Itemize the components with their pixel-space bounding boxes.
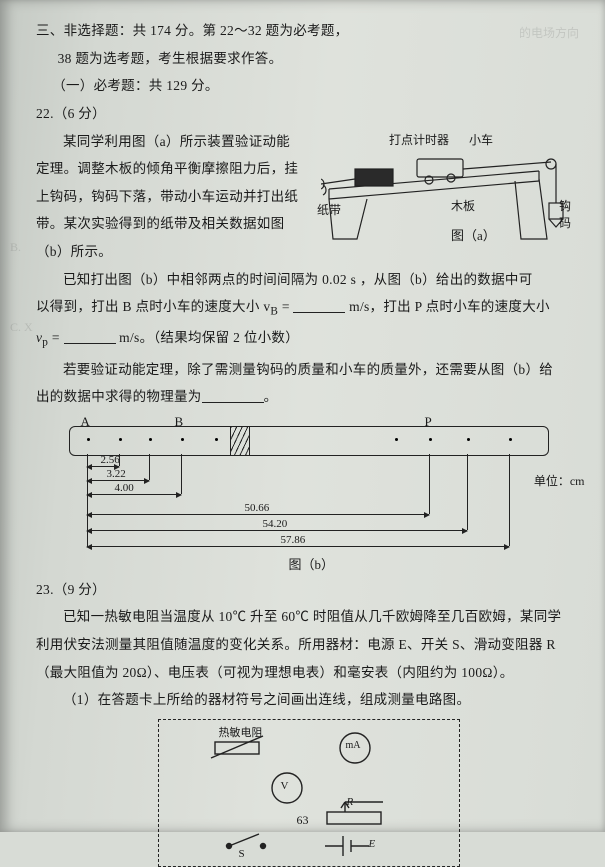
label-P: P (425, 414, 432, 430)
S-label: S (239, 848, 245, 860)
tick (87, 454, 88, 546)
circuit-svg (159, 720, 459, 866)
ghost-text: B. (10, 240, 21, 255)
label-tape: 纸带 (317, 201, 341, 218)
page-number: 63 (297, 813, 309, 828)
t: m/s，打出 P 点时小车的速度大小 (345, 299, 549, 314)
label-B: B (175, 414, 184, 430)
blank-vB (293, 299, 345, 314)
ghost-text: C. X (10, 320, 33, 335)
dimension-value: 57.86 (281, 534, 306, 546)
t: m/s。（结果均保留 2 位小数） (116, 330, 300, 345)
label-cart: 小车 (469, 131, 493, 148)
tick (181, 454, 182, 494)
q23-number: 23.（9 分） (36, 577, 581, 603)
ghost-text: 的电场方向 (519, 24, 579, 41)
V-label: V (281, 780, 289, 792)
dimension-line (87, 546, 509, 547)
t: = (278, 299, 293, 314)
figure-b-cap: 图（b） (289, 554, 335, 573)
E-label: E (369, 838, 376, 850)
t: = (48, 330, 63, 345)
q23-p1: 已知一热敏电阻当温度从 10℃ 升至 60℃ 时阻值从几千欧姆降至几百欧姆，某同… (36, 604, 581, 630)
dimension-value: 50.66 (245, 502, 270, 514)
exam-page: 的电场方向 B. C. X 三、非选择题：共 174 分。第 22～32 题为必… (0, 0, 605, 832)
figure-b: A B P 单位：cm 图（b） 2.563.224.0050.6654.205… (69, 416, 549, 571)
tape-track (69, 426, 549, 456)
R-label: R (347, 796, 354, 808)
dimension-value: 54.20 (263, 518, 288, 530)
blank-quantity (202, 389, 264, 404)
section-header-2: 38 题为选考题，考生根据要求作答。 (36, 46, 581, 72)
q22-p7-line: vp = m/s。（结果均保留 2 位小数） (36, 325, 581, 354)
tick (509, 454, 510, 546)
figure-a-cap: 图（a） (451, 225, 496, 244)
label-A: A (81, 414, 90, 430)
q23-p4: （1）在答题卡上所给的器材符号之间画出连线，组成测量电路图。 (36, 687, 581, 713)
tick (119, 454, 120, 466)
unit-label: 单位：cm (534, 472, 585, 489)
q22-p8a: 若要验证动能定理，除了需测量钩码的质量和小车的质量外，还需要从图（b）给 (36, 357, 581, 383)
dimension-value: 4.00 (115, 482, 134, 494)
t: 出的数据中求得的物理量为 (36, 389, 202, 404)
dimension-line (87, 466, 119, 467)
section-header-1: 三、非选择题：共 174 分。第 22～32 题为必考题， (36, 18, 581, 44)
label-board: 木板 (451, 197, 475, 214)
dimension-value: 2.56 (101, 454, 120, 466)
q23-p2: 利用伏安法测量其阻值随温度的变化关系。所用器材：电源 E、开关 S、滑动变阻器 … (36, 632, 581, 658)
mA-label: mA (346, 740, 361, 751)
dimension-value: 3.22 (107, 468, 126, 480)
q22-p6a: 已知打出图（b）中相邻两点的时间间隔为 0.02 s ，从图（b）给出的数据中可 (36, 267, 581, 293)
q22-number: 22.（6 分） (36, 101, 581, 127)
t: 。 (264, 389, 278, 404)
label-hook: 钩码 (559, 197, 581, 231)
figure-a: 打点计时器 小车 纸带 木板 钩码 图（a） (321, 129, 581, 249)
dimension-line (87, 480, 149, 481)
t: 以得到，打出 B 点时小车的速度大小 v (36, 299, 270, 314)
q22-p6-line: 以得到，打出 B 点时小车的速度大小 vB = m/s，打出 P 点时小车的速度… (36, 294, 581, 323)
label-timer: 打点计时器 (389, 131, 449, 148)
dimension-line (87, 530, 467, 531)
dimension-line (87, 494, 181, 495)
q22-p8-line: 出的数据中求得的物理量为 。 (36, 384, 581, 410)
dimension-line (87, 514, 429, 515)
tick (149, 454, 150, 480)
tick (467, 454, 468, 530)
blank-vP (64, 330, 116, 345)
circuit-box: 热敏电阻 (158, 719, 460, 867)
subsection-header: （一）必考题：共 129 分。 (36, 73, 581, 99)
tick (429, 454, 430, 514)
q23-p3: （最大阻值为 20Ω）、电压表（可视为理想电表）和毫安表（内阻约为 100Ω）。 (36, 660, 581, 686)
